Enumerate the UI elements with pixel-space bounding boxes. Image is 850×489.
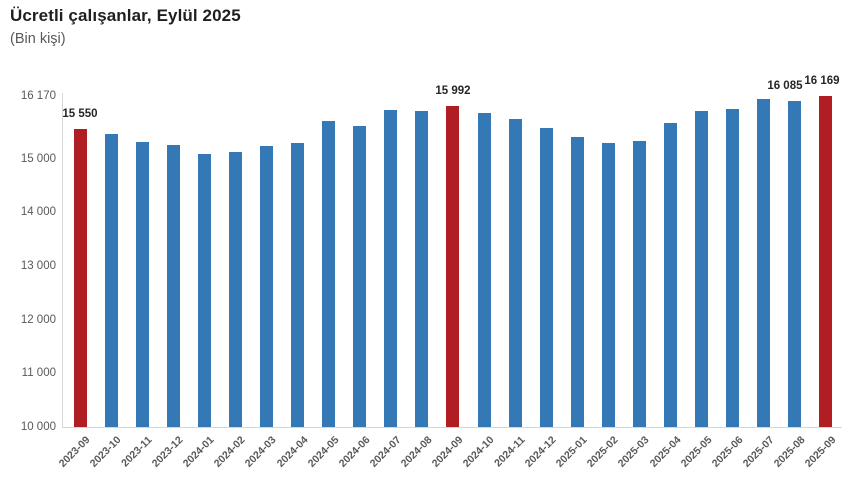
bar-2025-09 xyxy=(819,96,833,427)
y-axis-tick-label: 16 170 xyxy=(20,90,56,102)
x-axis-tick-label: 2025-07 xyxy=(740,434,777,470)
x-axis-tick-label: 2024-01 xyxy=(181,434,217,470)
x-axis-tick-label: 2025-04 xyxy=(647,434,684,470)
bar-2023-09 xyxy=(73,129,87,427)
bar-2025-02 xyxy=(601,142,615,427)
x-axis-tick-label: 2024-05 xyxy=(305,434,342,470)
x-axis-tick-label: 2025-05 xyxy=(678,434,715,470)
x-axis-tick-label: 2023-11 xyxy=(119,434,155,470)
x-axis-tick-label: 2025-08 xyxy=(771,434,808,470)
x-axis-tick-label: 2024-09 xyxy=(429,434,466,470)
bar-2025-03 xyxy=(632,141,646,427)
y-axis-line xyxy=(62,93,63,428)
x-axis-tick-label: 2023-09 xyxy=(56,434,93,470)
y-axis-tick-label: 10 000 xyxy=(20,421,56,433)
x-axis-tick-label: 2024-07 xyxy=(367,434,404,470)
x-axis-tick-label: 2024-11 xyxy=(492,434,528,470)
bar-2024-12 xyxy=(539,127,553,427)
bar-value-label: 15 550 xyxy=(62,108,98,121)
chart-subtitle: (Bin kişi) xyxy=(10,31,66,47)
bar-2024-11 xyxy=(508,118,522,427)
bar-2024-10 xyxy=(477,112,491,427)
bar-2025-06 xyxy=(726,108,740,427)
y-axis-tick-label: 12 000 xyxy=(20,313,56,326)
bar-2024-05 xyxy=(322,121,336,427)
bar-2025-04 xyxy=(664,123,678,427)
y-axis-tick-label: 15 000 xyxy=(20,152,56,165)
bar-value-label: 16 085 xyxy=(767,79,803,92)
bar-2024-04 xyxy=(291,142,305,427)
bar-2023-10 xyxy=(104,134,118,427)
x-axis-tick-label: 2024-04 xyxy=(274,434,311,470)
x-axis-tick-label: 2025-01 xyxy=(554,434,590,470)
bar-2024-08 xyxy=(415,111,429,427)
bar-2024-03 xyxy=(259,145,273,427)
y-axis-tick-label: 13 000 xyxy=(20,260,56,273)
bar-2025-05 xyxy=(695,111,709,427)
x-axis-tick-label: 2024-03 xyxy=(243,434,279,470)
x-axis-line xyxy=(62,427,842,428)
bar-2025-01 xyxy=(570,136,584,427)
x-axis-tick-label: 2023-10 xyxy=(87,434,124,470)
x-axis-tick-label: 2024-02 xyxy=(212,434,248,470)
chart-title: Ücretli çalışanlar, Eylül 2025 xyxy=(10,6,241,25)
bar-value-label: 16 169 xyxy=(804,75,840,88)
x-axis-tick-label: 2023-12 xyxy=(149,434,186,470)
bar-2023-12 xyxy=(166,145,180,427)
x-axis-tick-label: 2025-06 xyxy=(709,434,746,470)
bar-value-label: 15 992 xyxy=(435,84,471,97)
bar-2024-02 xyxy=(228,151,242,427)
x-axis-tick-label: 2025-09 xyxy=(802,434,839,470)
x-axis-tick-label: 2024-06 xyxy=(336,434,373,470)
bar-2024-06 xyxy=(353,126,367,427)
bar-2025-08 xyxy=(788,100,802,427)
x-axis-tick-label: 2024-08 xyxy=(398,434,435,470)
bar-2025-07 xyxy=(757,98,771,427)
bar-2024-09 xyxy=(446,105,460,427)
y-axis-tick-label: 11 000 xyxy=(21,367,56,380)
bar-2024-01 xyxy=(197,154,211,427)
x-axis-tick-label: 2025-03 xyxy=(616,434,652,470)
x-axis-tick-label: 2024-12 xyxy=(522,434,559,470)
x-axis-tick-label: 2025-02 xyxy=(585,434,621,470)
bar-2023-11 xyxy=(135,142,149,427)
bar-2024-07 xyxy=(384,110,398,427)
x-axis-tick-label: 2024-10 xyxy=(460,434,497,470)
y-axis-tick-label: 14 000 xyxy=(20,206,56,219)
